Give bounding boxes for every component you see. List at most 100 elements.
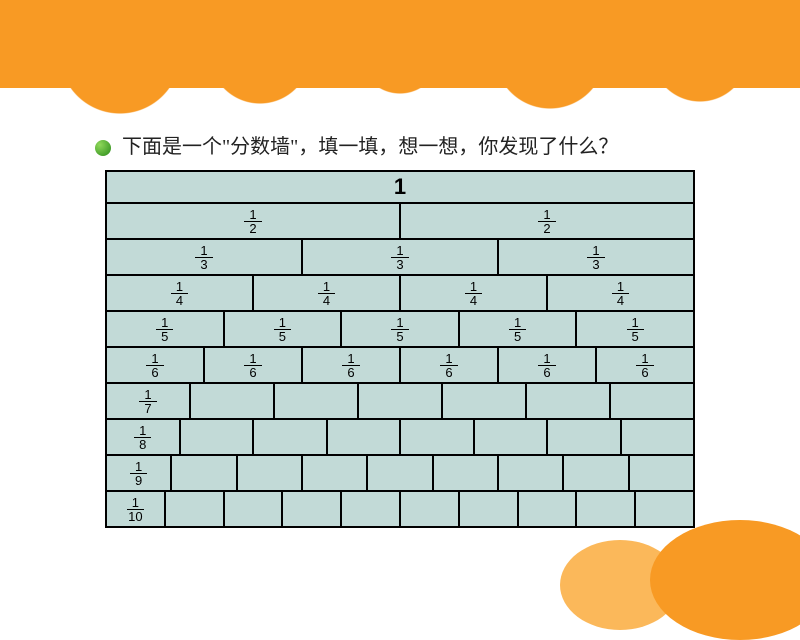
wall-cell: 14 (107, 276, 254, 310)
fraction-label: 13 (195, 244, 212, 271)
fraction-denominator: 2 (244, 222, 261, 235)
wall-cell (359, 384, 443, 418)
prompt-text: 下面是一个"分数墙"，填一填，想一想，你发现了什么？ (122, 136, 618, 158)
fraction-label: 14 (171, 280, 188, 307)
wall-cell: 13 (499, 240, 693, 274)
fraction-denominator: 4 (318, 294, 335, 307)
wall-cell (283, 492, 342, 526)
fraction-wall: 1121213131314141414151515151516161616161… (105, 170, 695, 528)
fraction-numerator: 1 (627, 316, 644, 330)
fraction-denominator: 8 (134, 438, 151, 451)
fraction-denominator: 6 (342, 366, 359, 379)
wall-row-2: 1212 (107, 204, 693, 240)
fraction-denominator: 9 (130, 474, 147, 487)
wall-cell: 17 (107, 384, 191, 418)
wall-cell: 110 (107, 492, 166, 526)
fraction-denominator: 5 (156, 330, 173, 343)
fraction-label: 15 (627, 316, 644, 343)
fraction-denominator: 3 (195, 258, 212, 271)
wall-cell: 16 (107, 348, 205, 382)
fraction-label: 13 (391, 244, 408, 271)
fraction-numerator: 1 (127, 496, 144, 510)
wall-cell: 16 (499, 348, 597, 382)
wall-cell: 12 (401, 204, 693, 238)
fraction-denominator: 5 (627, 330, 644, 343)
fraction-denominator: 7 (139, 402, 156, 415)
fraction-numerator: 1 (130, 460, 147, 474)
fraction-denominator: 5 (391, 330, 408, 343)
fraction-numerator: 1 (195, 244, 212, 258)
wall-cell (475, 420, 549, 454)
fraction-label: 12 (538, 208, 555, 235)
fraction-numerator: 1 (244, 208, 261, 222)
wall-cell (548, 420, 622, 454)
fraction-denominator: 4 (171, 294, 188, 307)
fraction-numerator: 1 (139, 388, 156, 402)
fraction-label: 14 (318, 280, 335, 307)
wall-cell (499, 456, 564, 490)
fraction-numerator: 1 (156, 316, 173, 330)
fraction-numerator: 1 (318, 280, 335, 294)
wall-cell (342, 492, 401, 526)
wall-cell: 13 (107, 240, 303, 274)
fraction-label: 16 (440, 352, 457, 379)
wall-cell (630, 456, 693, 490)
decorative-bottom (520, 520, 800, 600)
fraction-numerator: 1 (587, 244, 604, 258)
wall-cell (401, 420, 475, 454)
fraction-denominator: 3 (391, 258, 408, 271)
fraction-denominator: 4 (465, 294, 482, 307)
fraction-label: 15 (156, 316, 173, 343)
fraction-numerator: 1 (171, 280, 188, 294)
fraction-denominator: 5 (509, 330, 526, 343)
wall-cell: 16 (401, 348, 499, 382)
wall-cell (191, 384, 275, 418)
bullet-icon (95, 140, 111, 156)
fraction-denominator: 6 (440, 366, 457, 379)
fraction-denominator: 5 (274, 330, 291, 343)
wall-cell (443, 384, 527, 418)
wall-cell: 1 (107, 172, 693, 202)
wall-cell: 12 (107, 204, 401, 238)
fraction-numerator: 1 (636, 352, 653, 366)
wall-cell (527, 384, 611, 418)
fraction-label: 16 (146, 352, 163, 379)
fraction-denominator: 6 (538, 366, 555, 379)
wall-cell: 15 (460, 312, 578, 346)
wall-cell (368, 456, 433, 490)
fraction-label: 16 (342, 352, 359, 379)
fraction-numerator: 1 (509, 316, 526, 330)
fraction-denominator: 10 (123, 510, 147, 523)
fraction-label: 16 (244, 352, 261, 379)
wall-cell (564, 456, 629, 490)
fraction-numerator: 1 (538, 208, 555, 222)
fraction-numerator: 1 (612, 280, 629, 294)
wall-cell: 13 (303, 240, 499, 274)
fraction-denominator: 6 (146, 366, 163, 379)
fraction-label: 15 (391, 316, 408, 343)
fraction-label: 16 (636, 352, 653, 379)
wall-cell (181, 420, 255, 454)
fraction-numerator: 1 (244, 352, 261, 366)
wall-cell: 16 (597, 348, 693, 382)
fraction-label: 16 (538, 352, 555, 379)
fraction-numerator: 1 (134, 424, 151, 438)
fraction-denominator: 6 (636, 366, 653, 379)
wall-row-4: 14141414 (107, 276, 693, 312)
wall-cell (460, 492, 519, 526)
fraction-label: 13 (587, 244, 604, 271)
wall-cell: 18 (107, 420, 181, 454)
wall-cell (275, 384, 359, 418)
wall-row-7: 17 (107, 384, 693, 420)
wall-row-3: 131313 (107, 240, 693, 276)
fraction-numerator: 1 (440, 352, 457, 366)
prompt-line: 下面是一个"分数墙"，填一填，想一想，你发现了什么？ (95, 130, 618, 159)
wall-cell: 16 (303, 348, 401, 382)
wall-cell (225, 492, 284, 526)
wall-cell (611, 384, 693, 418)
fraction-label: 110 (123, 496, 147, 523)
fraction-label: 14 (612, 280, 629, 307)
wall-cell: 15 (577, 312, 693, 346)
fraction-denominator: 6 (244, 366, 261, 379)
fraction-label: 14 (465, 280, 482, 307)
